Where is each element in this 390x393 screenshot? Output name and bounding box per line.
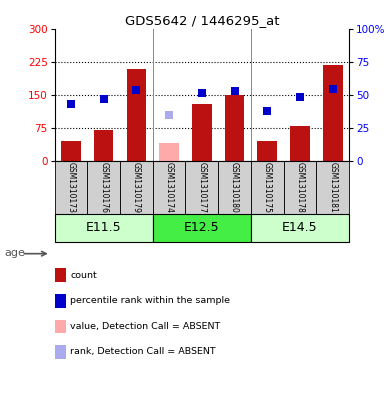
Bar bbox=[55, 213, 153, 242]
Bar bbox=[251, 213, 349, 242]
Text: rank, Detection Call = ABSENT: rank, Detection Call = ABSENT bbox=[70, 347, 216, 356]
Bar bbox=[186, 161, 218, 213]
Bar bbox=[153, 161, 186, 213]
Point bbox=[297, 94, 303, 100]
Bar bbox=[290, 126, 310, 161]
Point bbox=[264, 108, 270, 114]
Text: E11.5: E11.5 bbox=[86, 221, 122, 234]
Title: GDS5642 / 1446295_at: GDS5642 / 1446295_at bbox=[124, 14, 279, 27]
Text: E12.5: E12.5 bbox=[184, 221, 220, 234]
Text: percentile rank within the sample: percentile rank within the sample bbox=[70, 296, 230, 305]
Bar bbox=[251, 161, 284, 213]
Text: GSM1310176: GSM1310176 bbox=[99, 162, 108, 213]
Point bbox=[68, 101, 74, 108]
Point bbox=[101, 96, 107, 102]
Bar bbox=[316, 161, 349, 213]
Text: GSM1310175: GSM1310175 bbox=[263, 162, 272, 213]
Bar bbox=[284, 161, 316, 213]
Text: GSM1310178: GSM1310178 bbox=[296, 162, 305, 213]
Text: GSM1310181: GSM1310181 bbox=[328, 162, 337, 213]
Text: GSM1310179: GSM1310179 bbox=[132, 162, 141, 213]
Bar bbox=[153, 213, 251, 242]
Text: GSM1310180: GSM1310180 bbox=[230, 162, 239, 213]
Bar bbox=[225, 95, 245, 161]
Text: value, Detection Call = ABSENT: value, Detection Call = ABSENT bbox=[70, 322, 220, 331]
Bar bbox=[61, 141, 81, 161]
Bar bbox=[94, 130, 113, 161]
Bar bbox=[55, 161, 87, 213]
Bar bbox=[323, 64, 342, 161]
Text: GSM1310177: GSM1310177 bbox=[197, 162, 206, 213]
Text: E14.5: E14.5 bbox=[282, 221, 318, 234]
Point bbox=[231, 88, 238, 94]
Bar bbox=[87, 161, 120, 213]
Text: count: count bbox=[70, 271, 97, 279]
Bar bbox=[120, 161, 153, 213]
Point bbox=[199, 90, 205, 96]
Bar bbox=[192, 104, 212, 161]
Bar bbox=[257, 141, 277, 161]
Point bbox=[330, 86, 336, 92]
Point bbox=[166, 112, 172, 118]
Bar bbox=[218, 161, 251, 213]
Bar bbox=[159, 143, 179, 161]
Bar bbox=[127, 69, 146, 161]
Text: age: age bbox=[4, 248, 25, 259]
Text: GSM1310174: GSM1310174 bbox=[165, 162, 174, 213]
Text: GSM1310173: GSM1310173 bbox=[66, 162, 75, 213]
Point bbox=[133, 87, 140, 93]
